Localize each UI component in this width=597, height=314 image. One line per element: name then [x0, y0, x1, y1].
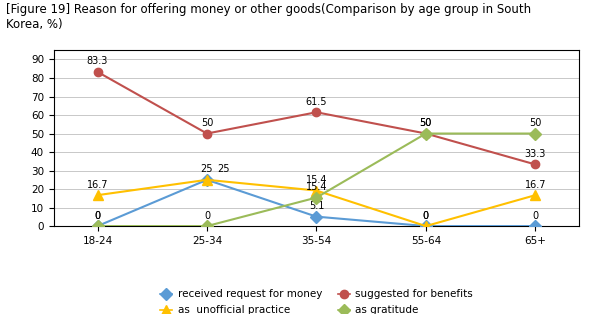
Text: 15.4: 15.4	[306, 182, 327, 192]
as gratitude	[204, 224, 211, 228]
received request for money	[422, 224, 429, 228]
as gratitude	[94, 224, 101, 228]
as  unofficial practice	[313, 189, 320, 192]
Text: 50: 50	[529, 118, 541, 128]
Text: 25: 25	[201, 164, 213, 174]
Line: suggested for benefits: suggested for benefits	[93, 68, 540, 169]
as  unofficial practice	[204, 178, 211, 182]
Text: 15.4: 15.4	[306, 175, 327, 185]
Text: 0: 0	[423, 210, 429, 220]
suggested for benefits	[422, 132, 429, 135]
suggested for benefits	[532, 163, 539, 166]
suggested for benefits	[94, 70, 101, 74]
received request for money	[313, 215, 320, 219]
Text: 50: 50	[201, 118, 213, 128]
as gratitude	[313, 196, 320, 199]
Line: as gratitude: as gratitude	[93, 129, 540, 230]
Text: 50: 50	[420, 118, 432, 128]
as  unofficial practice	[94, 193, 101, 197]
Line: as  unofficial practice: as unofficial practice	[93, 175, 540, 231]
as gratitude	[422, 132, 429, 135]
Text: 61.5: 61.5	[306, 97, 327, 107]
Text: 0: 0	[204, 210, 210, 220]
as gratitude	[532, 132, 539, 135]
Text: 0: 0	[423, 210, 429, 220]
Legend: received request for money, as  unofficial practice, suggested for benefits, as : received request for money, as unofficia…	[155, 284, 478, 314]
suggested for benefits	[204, 132, 211, 135]
Text: [Figure 19] Reason for offering money or other goods(Comparison by age group in : [Figure 19] Reason for offering money or…	[6, 3, 531, 31]
Text: 50: 50	[420, 118, 432, 128]
Text: 0: 0	[94, 210, 100, 220]
received request for money	[204, 178, 211, 182]
Text: 25: 25	[217, 164, 230, 174]
Text: 16.7: 16.7	[87, 180, 108, 190]
received request for money	[94, 224, 101, 228]
Text: 16.7: 16.7	[525, 180, 546, 190]
as  unofficial practice	[532, 193, 539, 197]
Text: 5.1: 5.1	[309, 201, 324, 211]
received request for money	[532, 224, 539, 228]
Line: received request for money: received request for money	[93, 176, 540, 230]
Text: 0: 0	[533, 210, 538, 220]
as  unofficial practice	[422, 224, 429, 228]
Text: 0: 0	[94, 210, 100, 220]
suggested for benefits	[313, 110, 320, 114]
Text: 33.3: 33.3	[525, 149, 546, 159]
Text: 83.3: 83.3	[87, 56, 108, 66]
